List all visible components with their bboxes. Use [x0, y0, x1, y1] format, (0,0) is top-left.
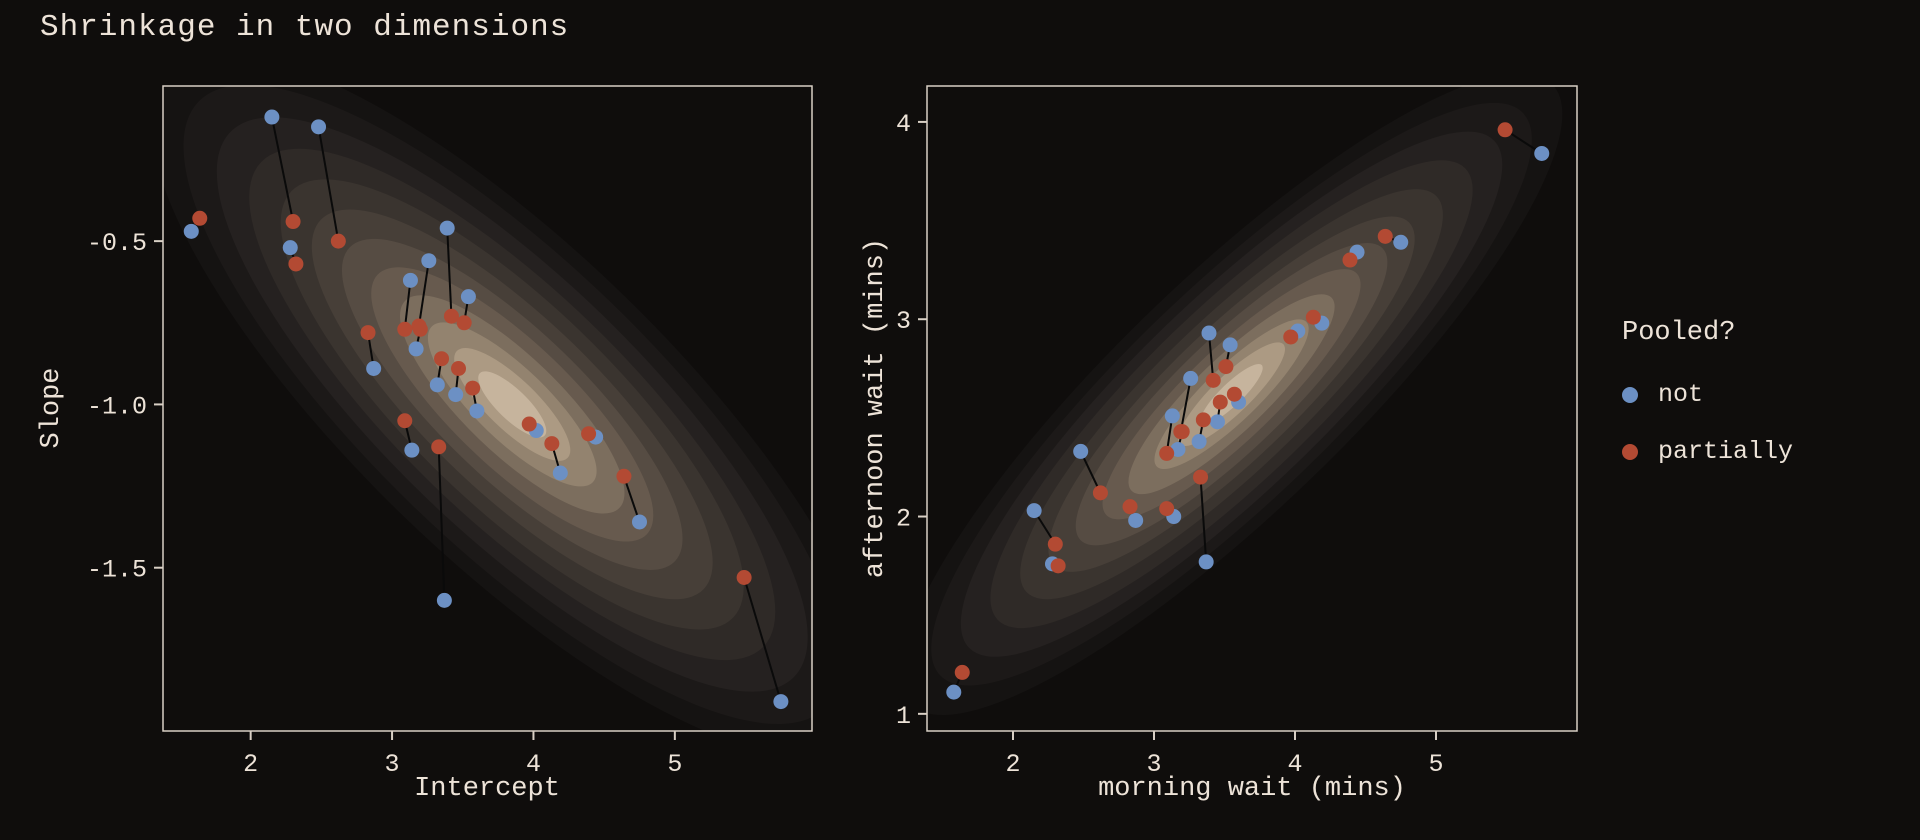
- svg-text:2: 2: [1006, 750, 1021, 779]
- legend-item-not: not: [1622, 380, 1793, 409]
- legend: Pooled? not partially: [1622, 318, 1793, 494]
- svg-text:-0.5: -0.5: [87, 229, 147, 258]
- svg-text:2: 2: [243, 750, 258, 779]
- svg-text:-1.0: -1.0: [87, 392, 147, 421]
- figure-title: Shrinkage in two dimensions: [40, 10, 570, 45]
- legend-item-label: partially: [1658, 437, 1794, 466]
- svg-text:5: 5: [667, 750, 682, 779]
- svg-text:4: 4: [896, 110, 911, 139]
- svg-text:-1.5: -1.5: [87, 556, 147, 585]
- svg-text:2: 2: [896, 505, 911, 534]
- svg-text:3: 3: [385, 750, 400, 779]
- left-x-axis-label: Intercept: [414, 774, 560, 804]
- right-y-axis-label: afternoon wait (mins): [861, 237, 891, 579]
- not-pooled-dot: [1622, 386, 1638, 403]
- right-x-axis-label: morning wait (mins): [1098, 774, 1406, 804]
- svg-text:4: 4: [1287, 750, 1302, 779]
- legend-title: Pooled?: [1622, 318, 1736, 348]
- svg-text:3: 3: [896, 307, 911, 336]
- svg-text:4: 4: [526, 750, 541, 779]
- left-y-axis-label: Slope: [37, 367, 67, 449]
- legend-item-label: not: [1658, 380, 1704, 409]
- legend-item-partially: partially: [1622, 437, 1793, 466]
- svg-text:3: 3: [1146, 750, 1161, 779]
- svg-text:5: 5: [1428, 750, 1443, 779]
- svg-text:1: 1: [896, 702, 911, 731]
- partially-pooled-dot: [1622, 443, 1638, 460]
